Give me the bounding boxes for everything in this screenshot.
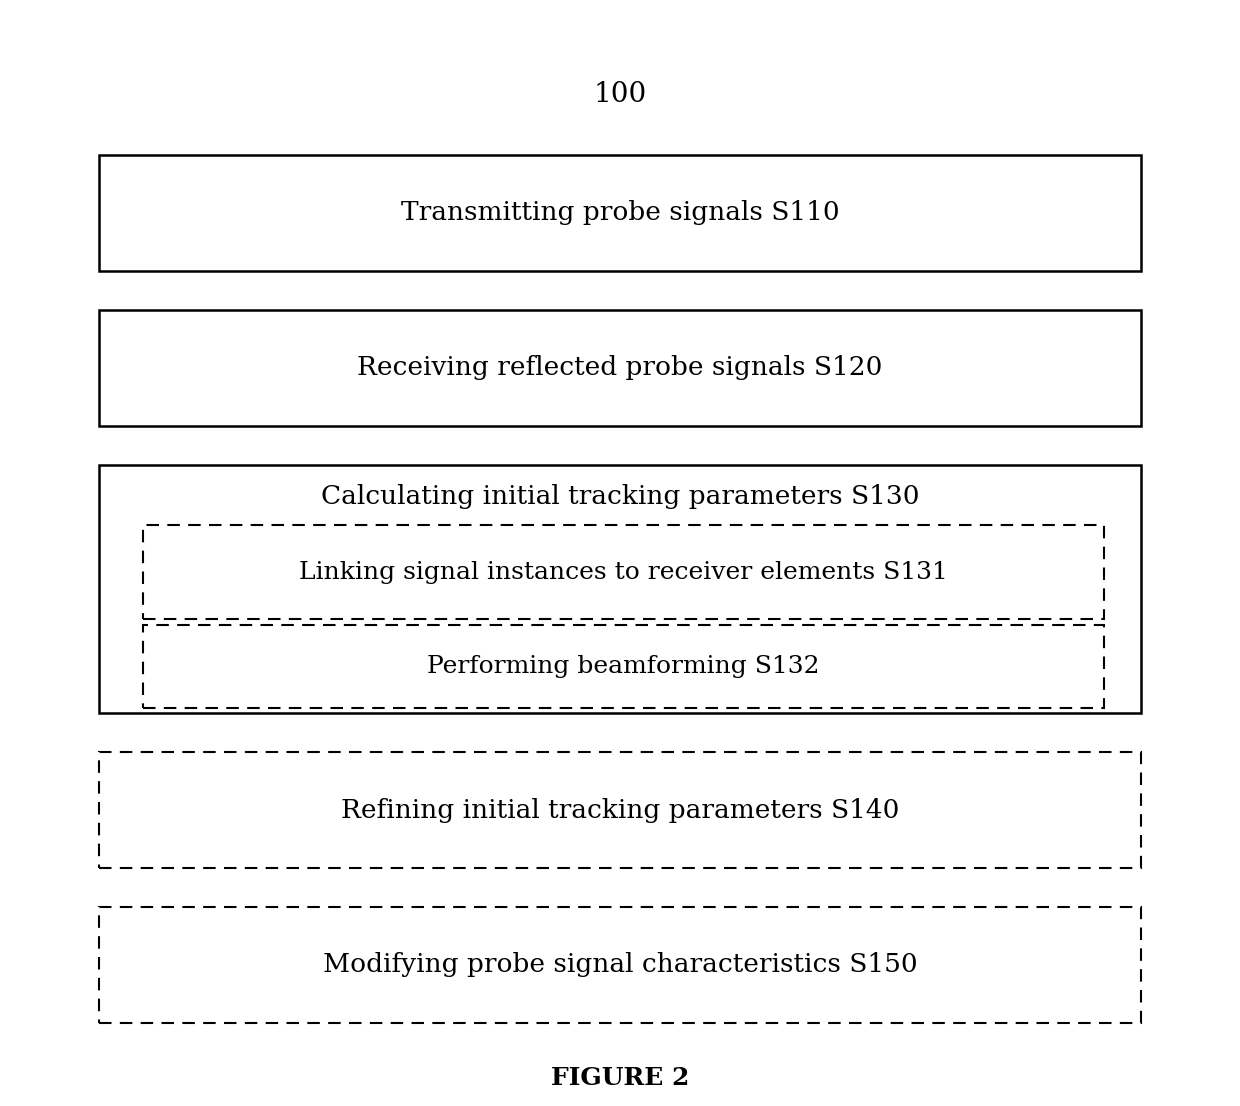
Text: FIGURE 2: FIGURE 2 (551, 1066, 689, 1091)
Text: Linking signal instances to receiver elements S131: Linking signal instances to receiver ele… (299, 561, 947, 584)
Bar (99, 907, 1141, 1023)
Bar (143, 625, 1104, 708)
Bar (99, 752, 1141, 868)
Bar (99, 155, 1141, 271)
Bar (99, 465, 1141, 713)
Text: Refining initial tracking parameters S140: Refining initial tracking parameters S14… (341, 797, 899, 823)
Text: Performing beamforming S132: Performing beamforming S132 (427, 655, 820, 678)
Text: Calculating initial tracking parameters S130: Calculating initial tracking parameters … (321, 484, 919, 510)
Text: Transmitting probe signals S110: Transmitting probe signals S110 (401, 200, 839, 226)
Bar (143, 525, 1104, 619)
Text: Modifying probe signal characteristics S150: Modifying probe signal characteristics S… (322, 952, 918, 978)
Text: 100: 100 (594, 81, 646, 107)
Text: Receiving reflected probe signals S120: Receiving reflected probe signals S120 (357, 355, 883, 380)
Bar (99, 310, 1141, 426)
